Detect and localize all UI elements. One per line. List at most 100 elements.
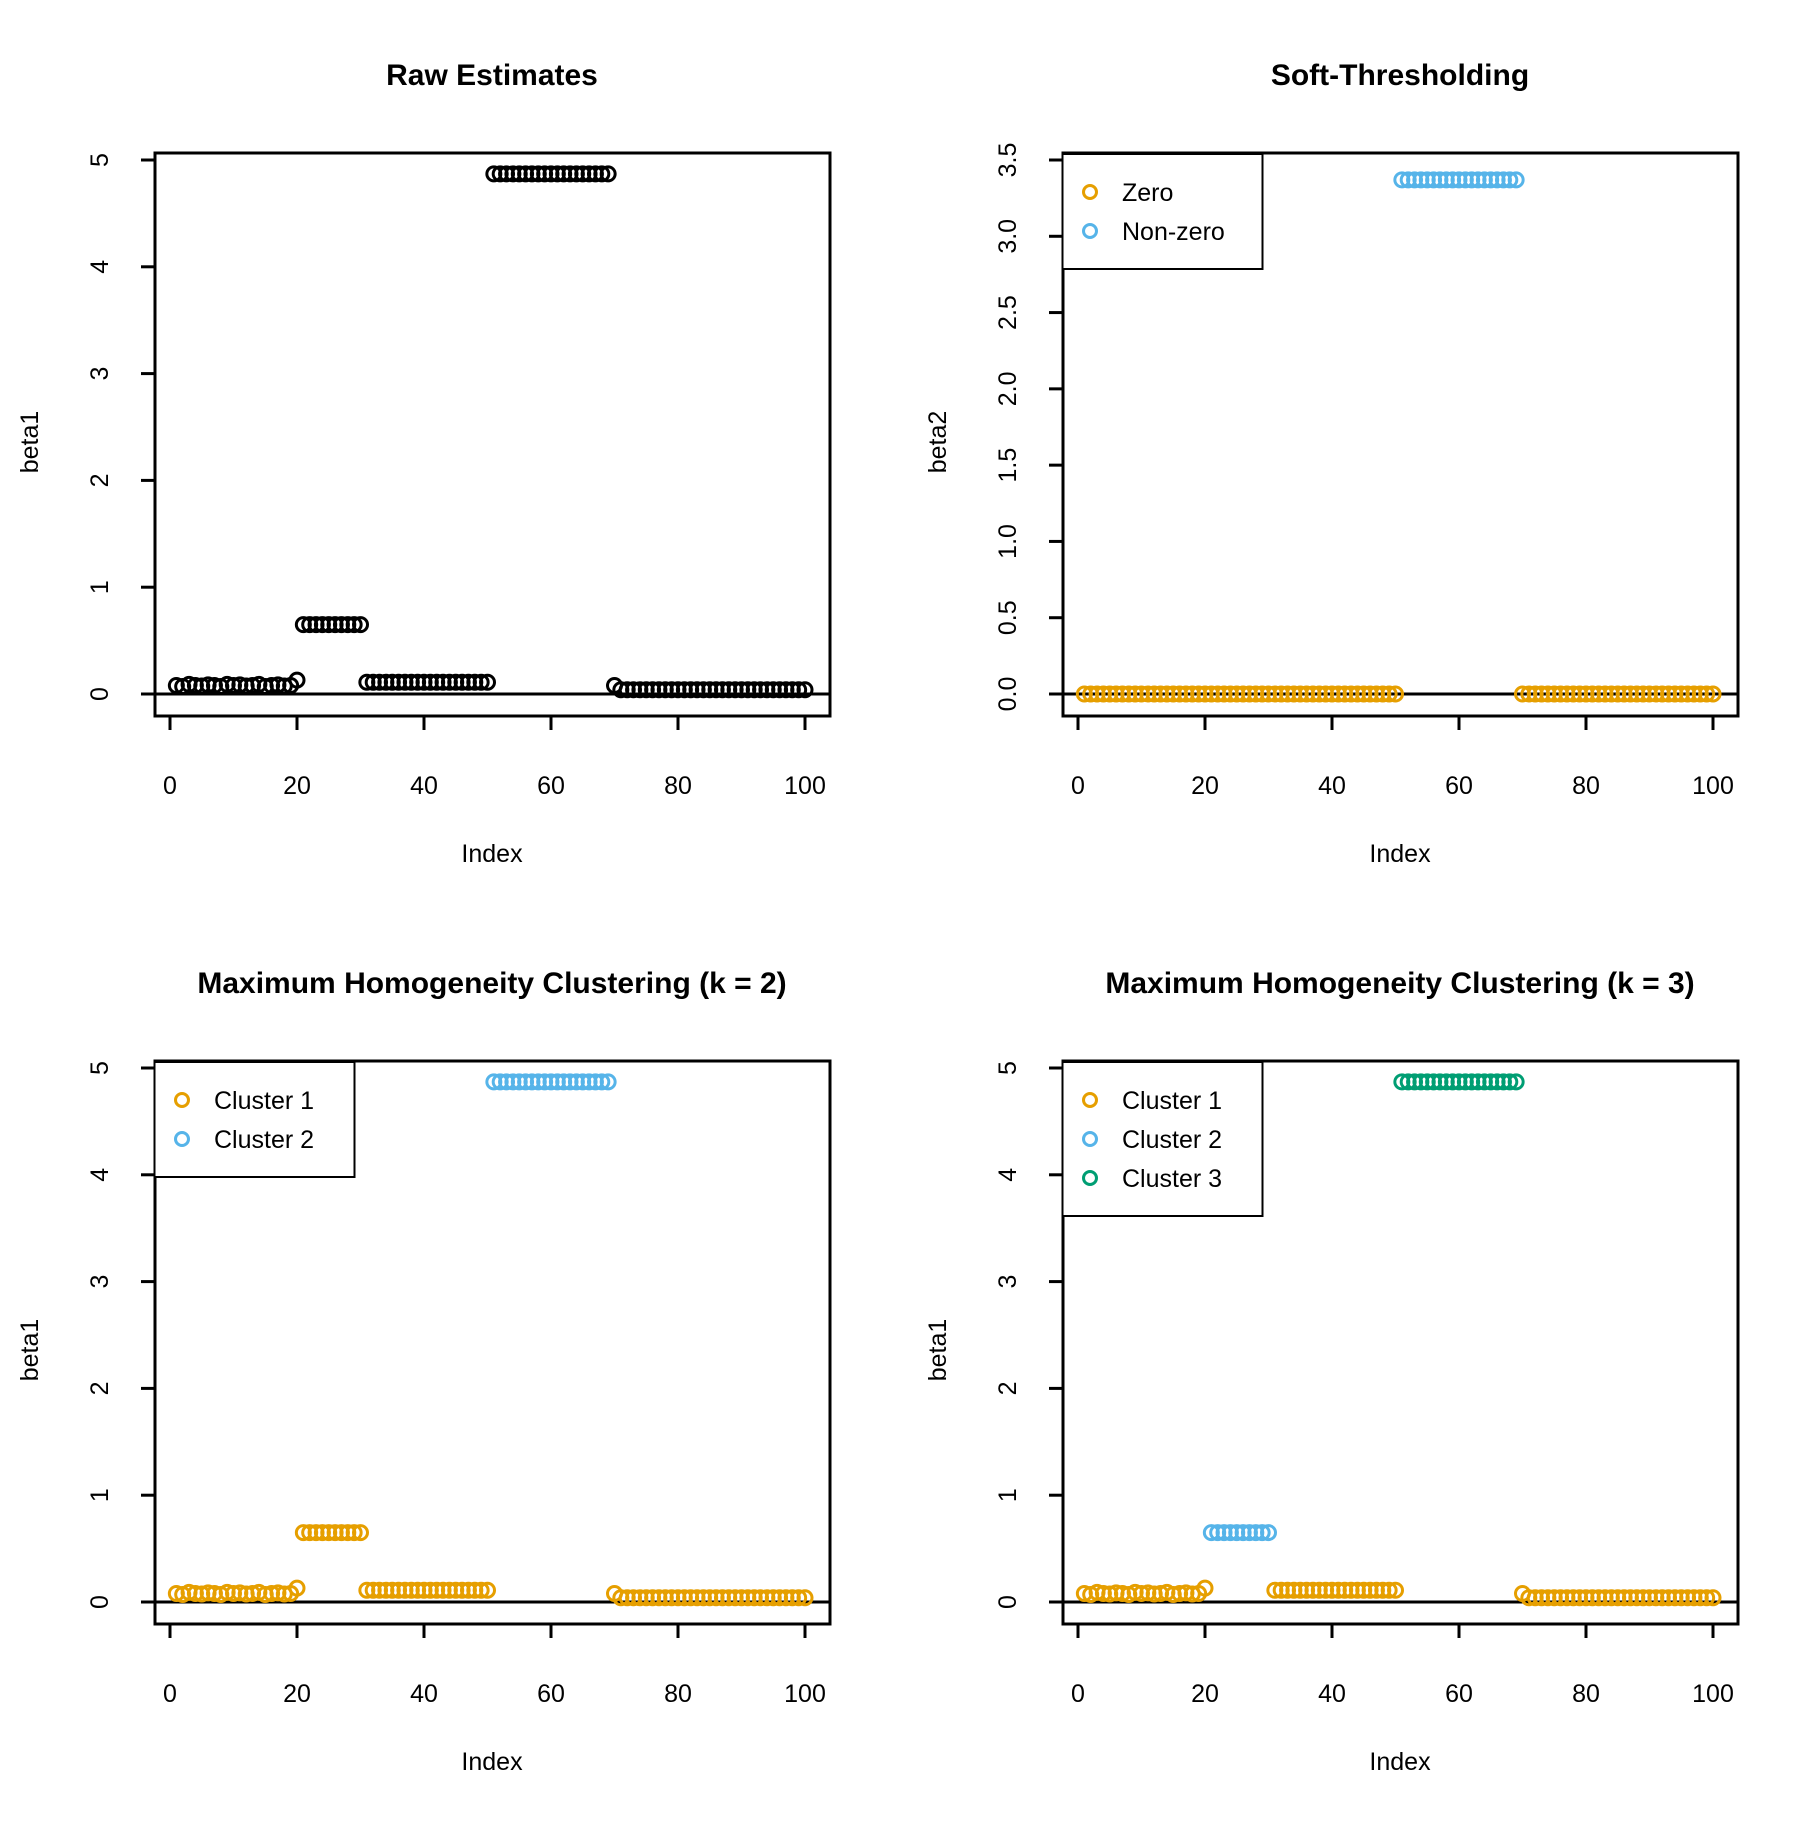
legend-label: Zero	[1122, 179, 1173, 207]
data-point	[1387, 1581, 1404, 1599]
data-point	[1704, 1589, 1722, 1607]
x-tick-label: 100	[784, 1680, 826, 1708]
data-point	[1507, 1073, 1525, 1091]
legend-box	[153, 1061, 356, 1178]
data-point	[593, 1073, 611, 1091]
y-tick-label: 0	[86, 1595, 114, 1609]
data-point	[479, 1581, 496, 1599]
data-point	[472, 673, 490, 691]
y-tick-label: 3.5	[994, 143, 1022, 178]
x-tick-label: 40	[410, 772, 438, 800]
x-tick-label: 60	[1445, 1680, 1473, 1708]
legend-label: Cluster 3	[1122, 1165, 1222, 1193]
y-tick-label: 2	[994, 1381, 1022, 1395]
x-tick-label: 40	[410, 1680, 438, 1708]
data-point	[288, 671, 306, 689]
legend-marker-orange	[174, 1092, 190, 1108]
data-point	[1387, 685, 1404, 703]
data-point	[1501, 171, 1519, 189]
x-axis-label: Index	[1369, 840, 1431, 868]
legend-marker-blue	[174, 1131, 190, 1147]
chart-title: Maximum Homogeneity Clustering (k = 3)	[1105, 967, 1694, 1000]
data-point	[472, 1581, 490, 1599]
plot-area: 0 20 40 60 80 100 0 1 2 3 4 5	[86, 151, 832, 800]
y-tick-label: 0.5	[994, 600, 1022, 635]
plot-box	[1061, 1059, 1740, 1626]
y-tick-label: 0	[86, 687, 114, 701]
x-tick-label: 40	[1318, 772, 1346, 800]
x-tick-label: 20	[283, 772, 311, 800]
y-tick-label: 3	[86, 1275, 114, 1289]
data-point	[1380, 685, 1398, 703]
data-point	[1260, 1524, 1277, 1542]
y-axis-label: beta1	[16, 411, 44, 474]
x-tick-label: 0	[163, 1680, 177, 1708]
x-tick-label: 60	[537, 1680, 565, 1708]
legend-box	[1061, 153, 1264, 270]
legend-label: Cluster 1	[214, 1087, 314, 1115]
x-tick-label: 0	[163, 772, 177, 800]
y-tick-label: 3	[994, 1275, 1022, 1289]
data-point	[1698, 1589, 1716, 1607]
data-point	[352, 1524, 369, 1542]
legend: Cluster 1 Cluster 2	[153, 1061, 356, 1178]
data-point	[593, 165, 611, 183]
y-tick-label: 5	[86, 153, 114, 167]
data-point	[479, 673, 496, 691]
data-point	[1196, 1579, 1214, 1597]
plot-area: 0 20 40 60 80 100 0 1 2 3 4 5 Cluster 1 Cluster 2	[86, 1059, 832, 1708]
y-tick-label: 1	[994, 1488, 1022, 1502]
x-axis-label: Index	[1369, 1748, 1431, 1776]
x-tick-label: 40	[1318, 1680, 1346, 1708]
legend: Zero Non-zero	[1061, 153, 1264, 270]
data-point	[288, 1579, 306, 1597]
y-tick-label: 0.0	[994, 677, 1022, 712]
data-points	[1075, 1073, 1722, 1607]
y-tick-label: 4	[86, 1168, 114, 1182]
y-axis-label: beta1	[924, 1319, 952, 1382]
x-tick-label: 80	[1572, 772, 1600, 800]
y-tick-label: 2	[86, 1381, 114, 1395]
panel-clustering-k2: 0 20 40 60 80 100 0 1 2 3 4 5 Cluster 1 Cluster 2 Max…	[0, 908, 908, 1816]
legend: Cluster 1 Cluster 2 Cluster 3	[1061, 1061, 1264, 1217]
legend-label: Cluster 1	[1122, 1087, 1222, 1115]
x-tick-label: 80	[1572, 1680, 1600, 1708]
chart-title: Maximum Homogeneity Clustering (k = 2)	[197, 967, 786, 1000]
x-tick-label: 80	[664, 1680, 692, 1708]
y-tick-label: 1.0	[994, 524, 1022, 559]
x-tick-label: 0	[1071, 772, 1085, 800]
legend-marker-green	[1082, 1170, 1098, 1186]
plot-area: 0 20 40 60 80 100 0.0 0.5 1.0 1.5 2.0 2.5 3.0 3.5 Zero…	[994, 143, 1740, 800]
y-tick-label: 1	[86, 1488, 114, 1502]
plot-box	[153, 151, 832, 718]
data-points	[167, 1073, 814, 1607]
soft-thresholding-chart: 0 20 40 60 80 100 0.0 0.5 1.0 1.5 2.0 2.5 3.0 3.5 Zero…	[924, 59, 1740, 868]
y-tick-label: 3.0	[994, 219, 1022, 254]
x-axis-label: Index	[461, 1748, 523, 1776]
y-tick-label: 5	[994, 1061, 1022, 1075]
data-point	[599, 1073, 617, 1091]
data-point	[796, 1589, 814, 1607]
y-tick-label: 2	[86, 473, 114, 487]
data-point	[1501, 1073, 1519, 1091]
y-tick-label: 0	[994, 1595, 1022, 1609]
y-tick-label: 5	[86, 1061, 114, 1075]
x-tick-label: 100	[1692, 1680, 1734, 1708]
raw-estimates-chart: 0 20 40 60 80 100 0 1 2 3 4 5 Raw Estimates Index b…	[16, 59, 832, 868]
x-tick-label: 100	[1692, 772, 1734, 800]
x-tick-label: 80	[664, 772, 692, 800]
data-point	[599, 165, 617, 183]
panel-soft-thresholding: 0 20 40 60 80 100 0.0 0.5 1.0 1.5 2.0 2.5 3.0 3.5 Zero…	[908, 0, 1816, 908]
legend-marker-orange	[1082, 1092, 1098, 1108]
x-tick-label: 20	[1191, 772, 1219, 800]
legend-label: Cluster 2	[1122, 1126, 1222, 1154]
plot-box	[153, 1059, 832, 1626]
panel-clustering-k3: 0 20 40 60 80 100 0 1 2 3 4 5 Cluster 1 Cluster 2 Clus…	[908, 908, 1816, 1816]
legend-marker-blue	[1082, 223, 1098, 239]
x-tick-label: 100	[784, 772, 826, 800]
data-point	[790, 1589, 808, 1607]
data-point	[345, 1524, 363, 1542]
